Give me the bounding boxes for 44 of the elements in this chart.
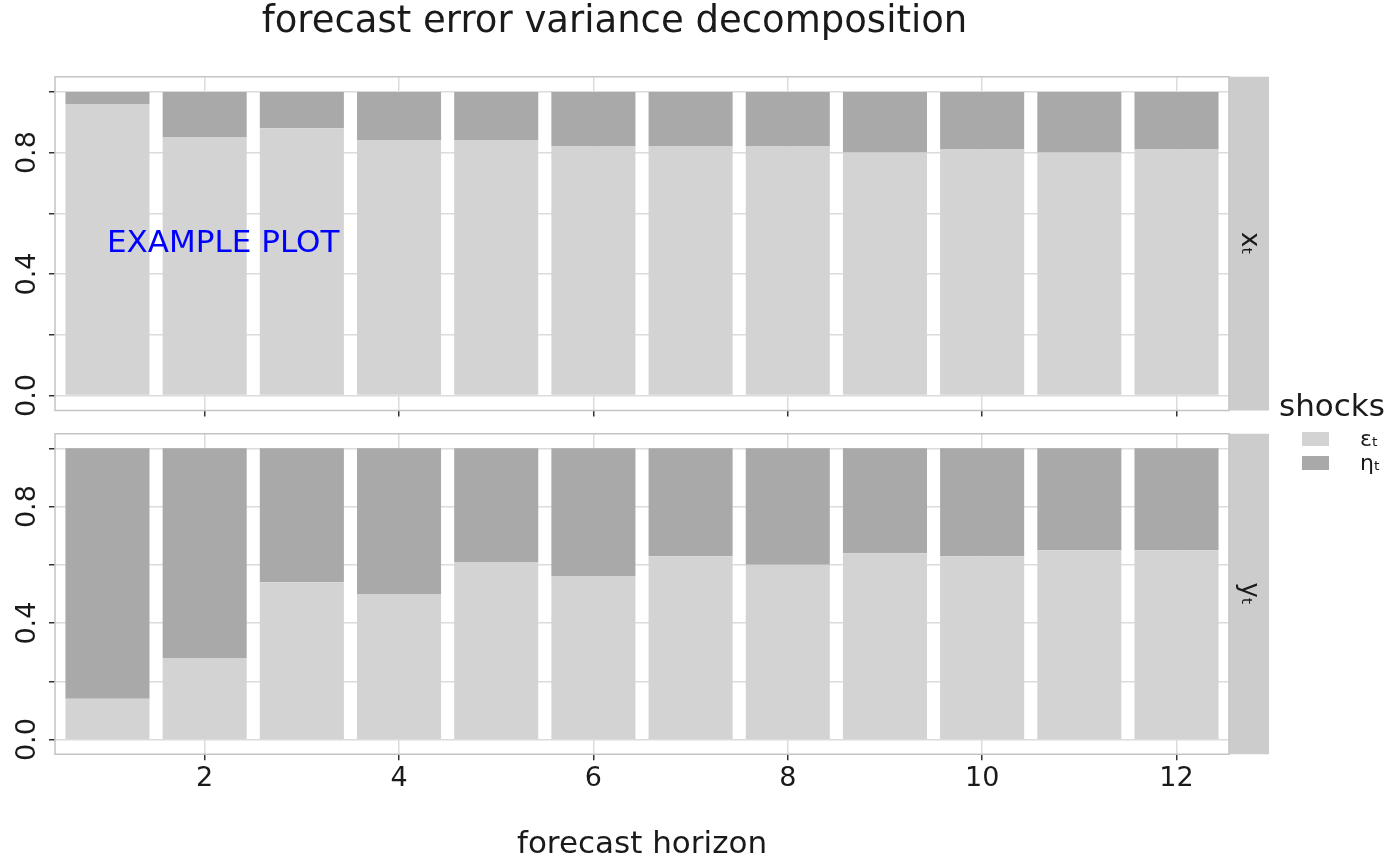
chart-title: forecast error variance decomposition [261,0,968,41]
bar [648,448,733,557]
bar [1037,448,1122,551]
bar [259,448,344,583]
bar [940,448,1025,557]
bar [454,91,539,141]
bar [648,91,733,147]
x-tick-label: 6 [584,761,602,793]
bar [551,91,636,147]
y2-axis-title: xₜ [1236,232,1267,256]
bar [259,91,344,129]
x-tick-label: 10 [964,761,1000,793]
bar [842,91,927,153]
legend-label: εₜ [1360,425,1379,451]
bar [357,91,442,141]
y-tick-label: 0.8 [9,131,41,175]
legend-label: ηₜ [1360,450,1381,476]
legend-title: shocks [1279,386,1385,423]
x-tick-label: 2 [196,761,214,793]
bar [162,91,247,138]
bar [357,448,442,594]
bar [745,448,830,565]
bar [1134,448,1219,551]
bar [745,91,830,147]
bar [65,91,150,105]
y-tick-label: 0.4 [9,601,41,645]
y-tick-label: 0.4 [9,252,41,296]
bar [842,448,927,554]
annotation: EXAMPLE PLOT [107,222,341,259]
bar [1037,91,1122,153]
bar [162,448,247,659]
y-tick-label: 0.0 [9,373,41,417]
bar [454,448,539,562]
y-tick-label: 0.8 [9,485,41,529]
x-tick-label: 4 [390,761,408,793]
bar [65,448,150,699]
bar [551,448,636,577]
bar [1134,91,1219,150]
y-tick-label: 0.0 [9,718,41,762]
x-tick-label: 12 [1159,761,1194,793]
x-axis-title: forecast horizon [516,824,768,861]
bar [940,91,1025,150]
x-tick-label: 8 [779,761,797,793]
y2-axis-title: yₜ [1236,582,1267,606]
